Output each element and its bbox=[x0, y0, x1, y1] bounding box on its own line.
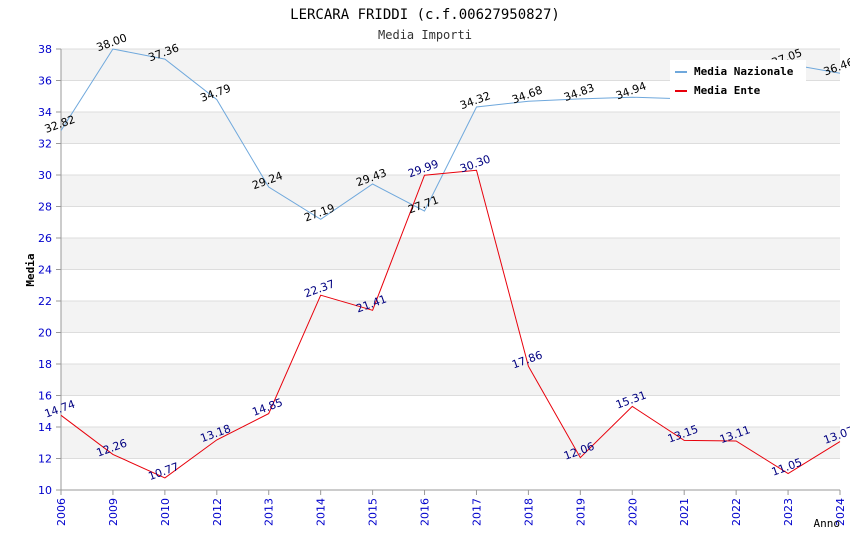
x-tick-label: 2021 bbox=[678, 498, 691, 526]
x-tick-label: 2024 bbox=[834, 498, 847, 526]
x-tick-label: 2013 bbox=[263, 498, 276, 526]
legend-label-nazionale: Media Nazionale bbox=[694, 65, 794, 78]
y-tick-label: 32 bbox=[38, 138, 52, 151]
legend-box bbox=[670, 60, 806, 102]
y-tick-label: 30 bbox=[38, 169, 52, 182]
x-tick-label: 2018 bbox=[522, 498, 535, 526]
plot-band bbox=[61, 238, 840, 270]
x-tick-label: 2020 bbox=[626, 498, 639, 526]
chart-title: LERCARA FRIDDI (c.f.00627950827) bbox=[290, 7, 560, 23]
y-tick-label: 26 bbox=[38, 232, 52, 245]
plot-background bbox=[61, 49, 840, 490]
chart-subtitle: Media Importi bbox=[378, 28, 472, 42]
y-tick-label: 12 bbox=[38, 453, 52, 466]
y-tick-label: 22 bbox=[38, 295, 52, 308]
plot-band bbox=[61, 427, 840, 459]
x-tick-label: 2023 bbox=[782, 498, 795, 526]
x-tick-label: 2016 bbox=[419, 498, 432, 526]
y-axis-ticks: 10 12 14 16 18 20 22 24 26 28 30 32 34 36 38 bbox=[38, 43, 61, 497]
legend: Media Nazionale Media Ente bbox=[670, 60, 806, 102]
plot-band bbox=[61, 112, 840, 144]
x-tick-label: 2015 bbox=[367, 498, 380, 526]
gridlines bbox=[61, 48, 840, 491]
plot-band bbox=[61, 206, 840, 238]
x-axis-label: Anno bbox=[814, 517, 841, 530]
x-tick-label: 2009 bbox=[107, 498, 120, 526]
y-tick-label: 20 bbox=[38, 327, 52, 340]
x-tick-label: 2010 bbox=[159, 498, 172, 526]
y-tick-label: 24 bbox=[38, 264, 52, 277]
plot-band bbox=[61, 175, 840, 207]
x-tick-label: 2017 bbox=[470, 498, 483, 526]
plot-band bbox=[61, 269, 840, 301]
y-tick-label: 14 bbox=[38, 421, 52, 434]
y-tick-label: 18 bbox=[38, 358, 52, 371]
plot-band bbox=[61, 332, 840, 364]
x-tick-label: 2022 bbox=[730, 498, 743, 526]
x-axis-ticks: 2006 2009 2010 2012 2013 2014 2015 2016 2017 2018… bbox=[55, 490, 847, 526]
y-tick-label: 16 bbox=[38, 390, 52, 403]
y-tick-label: 36 bbox=[38, 75, 52, 88]
legend-label-ente: Media Ente bbox=[694, 84, 761, 97]
series-line-media-ente bbox=[60, 169, 841, 479]
x-tick-label: 2006 bbox=[55, 498, 68, 526]
plot-band bbox=[61, 301, 840, 333]
y-tick-label: 38 bbox=[38, 43, 52, 56]
y-tick-label: 34 bbox=[38, 106, 52, 119]
y-tick-label: 28 bbox=[38, 201, 52, 214]
y-tick-label: 10 bbox=[38, 484, 52, 497]
plot-band bbox=[61, 364, 840, 396]
y-axis-label: Media bbox=[24, 253, 37, 286]
plot-band bbox=[61, 395, 840, 427]
x-tick-label: 2014 bbox=[315, 498, 328, 526]
plot-band bbox=[61, 458, 840, 490]
x-tick-label: 2019 bbox=[574, 498, 587, 526]
x-tick-label: 2012 bbox=[211, 498, 224, 526]
